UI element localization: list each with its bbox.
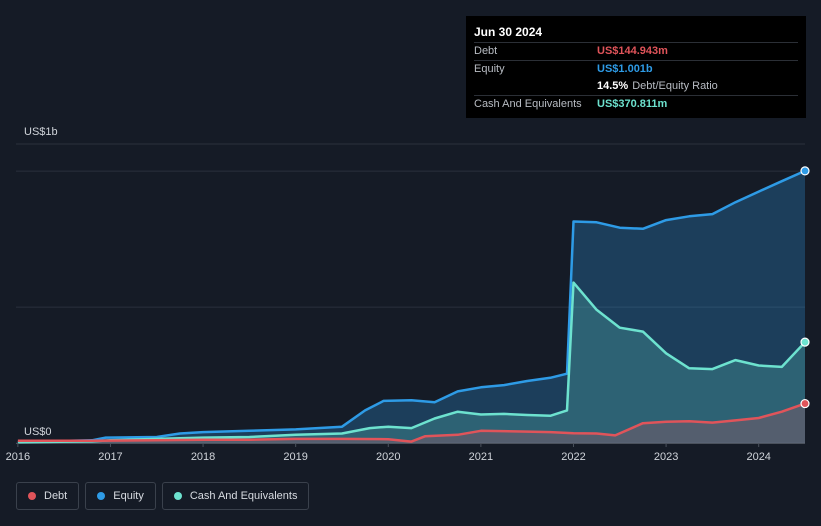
legend-debt-label: Debt: [44, 490, 68, 502]
tooltip-equity-row: Equity US$1.001b: [474, 60, 798, 78]
legend-item-debt[interactable]: Debt: [16, 482, 80, 510]
tooltip-equity-value: US$1.001b: [597, 63, 653, 75]
series-lines: [17, 169, 806, 444]
grid-lines: [16, 143, 805, 444]
equity-area: [17, 170, 805, 443]
tooltip-ratio-row: 14.5% Debt/Equity Ratio: [474, 78, 798, 95]
x-tick-label: 2022: [561, 451, 585, 463]
tooltip-cash-row: Cash And Equivalents US$370.811m: [474, 95, 798, 113]
x-tick-label: 2016: [6, 451, 30, 463]
tooltip-ratio-label: Debt/Equity Ratio: [632, 80, 718, 92]
cash-end-marker[interactable]: [800, 337, 810, 347]
cash-area: [17, 282, 805, 443]
legend-equity-label: Equity: [113, 490, 144, 502]
legend-cash-dot: [173, 492, 182, 500]
x-tick-label: 2019: [283, 451, 307, 463]
tooltip-debt-value: US$144.943m: [597, 45, 668, 57]
tooltip-debt-row: Debt US$144.943m: [474, 42, 798, 60]
data-tooltip: Jun 30 2024 Debt US$144.943m Equity US$1…: [466, 16, 806, 118]
legend-equity-dot: [97, 492, 106, 500]
equity-line: [17, 169, 806, 444]
legend-item-equity[interactable]: Equity: [85, 482, 156, 510]
tooltip-ratio-value: 14.5%: [597, 80, 629, 92]
y-axis-bottom-label: US$0: [24, 426, 52, 438]
end-markers: [800, 166, 810, 409]
x-tick-label: 2024: [746, 451, 770, 463]
y-axis-top-label: US$1b: [24, 126, 58, 138]
tooltip-cash-value: US$370.811m: [597, 98, 668, 110]
tooltip-date: Jun 30 2024: [474, 25, 543, 39]
x-tick-label: 2023: [654, 451, 678, 463]
x-tick-label: 2017: [98, 451, 122, 463]
x-tick-label: 2020: [376, 451, 400, 463]
x-tick-label: 2018: [191, 451, 215, 463]
debt-line: [17, 402, 806, 443]
equity-end-marker[interactable]: [800, 166, 810, 176]
tooltip-cash-label: Cash And Equivalents: [474, 98, 582, 110]
chart-legend: Debt Equity Cash And Equivalents: [16, 482, 310, 510]
legend-debt-dot: [28, 492, 36, 500]
tooltip-equity-label: Equity: [474, 63, 505, 75]
legend-item-cash[interactable]: Cash And Equivalents: [161, 482, 310, 510]
legend-cash-label: Cash And Equivalents: [189, 490, 298, 502]
cash-line: [17, 281, 806, 444]
tooltip-debt-label: Debt: [474, 45, 498, 57]
x-tick-label: 2021: [469, 451, 493, 463]
debt-end-marker[interactable]: [800, 398, 810, 409]
x-axis-ticks: 2016 2017 2018 2019 2020 2021 2022 2023 2024: [6, 443, 771, 463]
